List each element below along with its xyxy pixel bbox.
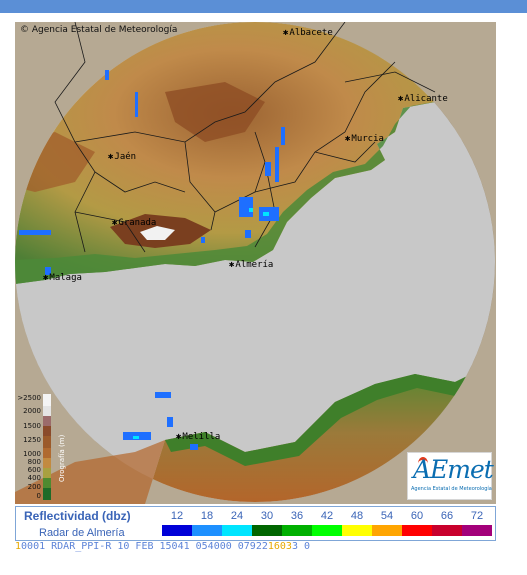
legend-value: 54 [380,510,394,522]
legend-value: 60 [410,510,424,522]
reflectivity-legend: Reflectividad (dbz) Radar de Almería 12 1… [15,506,496,541]
legend-swatch [162,525,192,536]
radar-map: © Agencia Estatal de Meteorología ✱Albac… [15,22,496,504]
legend-value: 66 [440,510,454,522]
legend-swatch [432,525,462,536]
logo-word: AEmet [413,455,494,484]
elevation-label: >2500 [17,394,41,402]
africa-coast [165,362,495,466]
legend-swatch [192,525,222,536]
elevation-labels: >2500 2000 1500 1250 1000 800 600 400 20… [17,394,41,500]
city-albacete: ✱Albacete [283,28,333,38]
legend-swatch [222,525,252,536]
province-borders [54,22,436,253]
legend-swatch [342,525,372,536]
elevation-label: 200 [27,483,41,491]
radar-echoes-strong [133,208,269,439]
elevation-colorbar [43,394,51,500]
city-granada: ✱Granada [112,218,157,228]
sierra-nevada-snow [140,226,175,240]
status-tail: 3 0 [291,541,311,552]
status-prefix: 1 [15,541,22,552]
city-almeria: ✱Almería [229,260,274,270]
logo-arc [418,457,428,470]
elevation-label: 2000 [23,407,41,415]
legend-subtitle: Radar de Almería [39,527,125,539]
logo-subtitle: Agencia Estatal de Meteorología [411,486,492,492]
elevation-title: Orografía (m) [58,434,66,482]
legend-swatch [252,525,282,536]
legend-title: Reflectividad (dbz) [24,509,131,523]
city-murcia: ✱Murcia [345,134,384,144]
elevation-label: 800 [27,458,41,466]
city-melilla: ✱Melilla [176,432,221,442]
top-bar [0,0,527,13]
legend-swatch [402,525,432,536]
legend-value: 18 [200,510,214,522]
copyright-notice: © Agencia Estatal de Meteorología [20,25,178,35]
status-text: 0001 RDAR_PPI-R 10 FEB 15041 054000 0792… [21,541,268,552]
status-line: 10001 RDAR_PPI-R 10 FEB 15041 054000 079… [15,541,496,553]
outside-coast-africa [15,440,165,504]
legend-swatch [282,525,312,536]
legend-value: 36 [290,510,304,522]
elevation-label: 1500 [23,422,41,430]
legend-swatch [372,525,402,536]
legend-value: 48 [350,510,364,522]
city-alicante: ✱Alicante [398,94,448,104]
legend-swatch [462,525,492,536]
status-highlight: 1603 [267,541,292,552]
legend-value: 72 [470,510,484,522]
city-jaen: ✱Jaén [108,152,137,162]
legend-value: 42 [320,510,334,522]
terrain-map [15,22,496,504]
coastal-lowlands [15,100,495,284]
elevation-label: 0 [36,492,41,500]
elevation-label: 600 [27,466,41,474]
elevation-label: 1250 [23,436,41,444]
aemet-logo: AEmet Agencia Estatal de Meteorología [407,452,494,500]
legend-swatch [312,525,342,536]
elevation-label: 400 [27,474,41,482]
highlands [165,82,265,142]
legend-value: 30 [260,510,274,522]
elevation-label: 1000 [23,450,41,458]
legend-value: 12 [170,510,184,522]
city-malaga: ✱Malaga [43,273,82,283]
legend-value: 24 [230,510,244,522]
